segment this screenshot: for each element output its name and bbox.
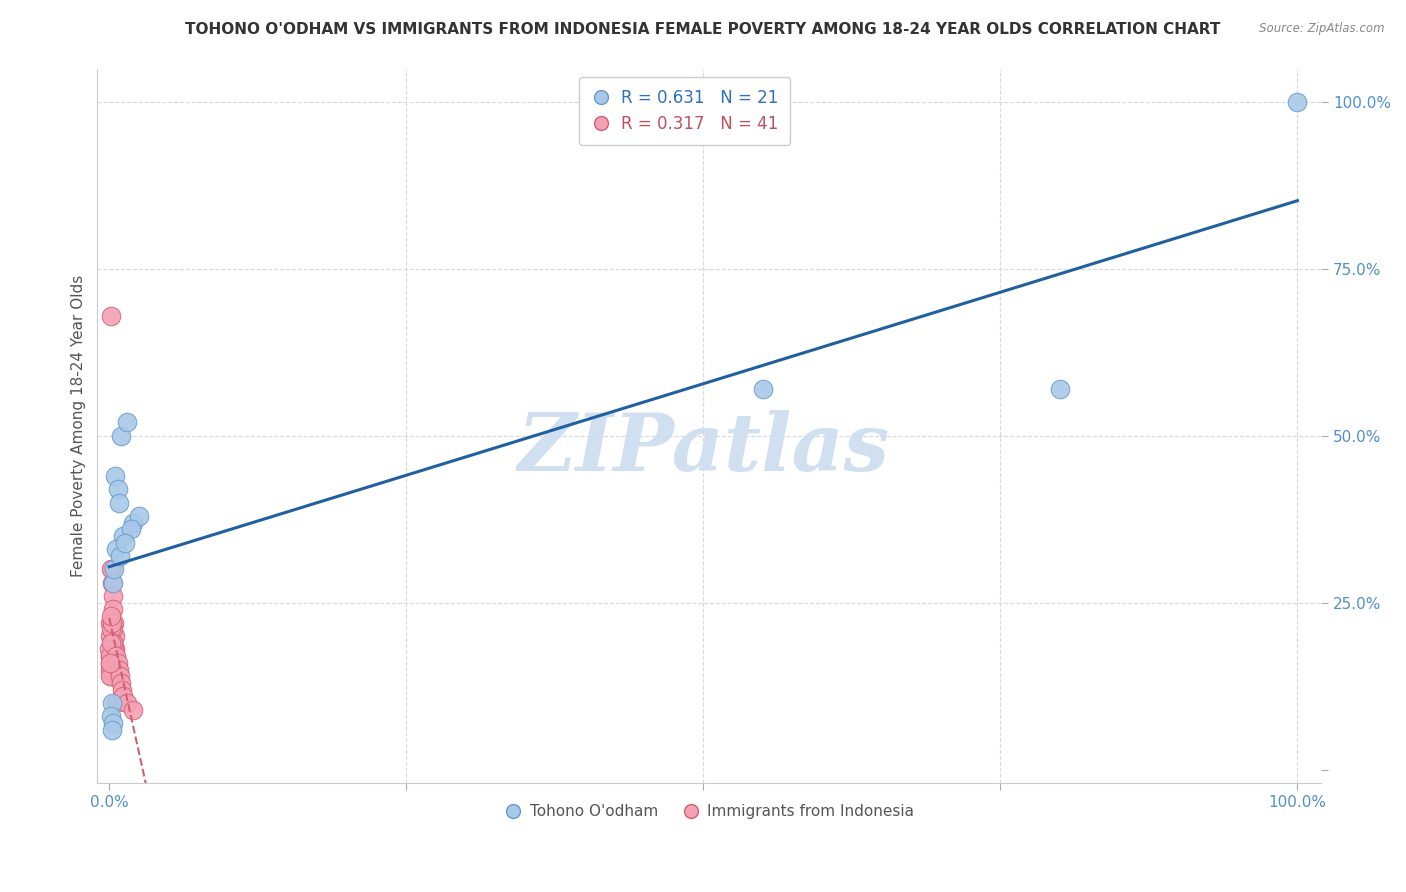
Point: [105, 649, 128, 664]
Point: [751, 382, 773, 396]
Point: [122, 702, 145, 716]
Point: [120, 522, 142, 536]
Point: [112, 690, 135, 704]
Point: [100, 669, 122, 683]
Point: [98, 656, 121, 670]
Point: [103, 602, 125, 616]
Point: [100, 609, 122, 624]
Point: [100, 709, 122, 723]
Point: [100, 562, 122, 576]
Point: [101, 615, 124, 630]
Point: [122, 516, 145, 530]
Point: [100, 615, 122, 630]
Point: [115, 696, 138, 710]
Point: [104, 656, 127, 670]
Legend: Tohono O'odham, Immigrants from Indonesia: Tohono O'odham, Immigrants from Indonesi…: [498, 798, 921, 825]
Point: [114, 535, 136, 549]
Point: [98, 642, 121, 657]
Point: [107, 663, 129, 677]
Point: [101, 723, 124, 737]
Point: [98, 669, 121, 683]
Point: [110, 429, 132, 443]
Point: [108, 669, 131, 683]
Point: [107, 495, 129, 509]
Point: [107, 656, 129, 670]
Point: [107, 482, 129, 496]
Point: [103, 629, 125, 643]
Point: [103, 715, 125, 730]
Point: [98, 649, 121, 664]
Point: [105, 542, 128, 557]
Point: [104, 696, 127, 710]
Point: [100, 663, 122, 677]
Point: [101, 636, 124, 650]
Point: [112, 529, 135, 543]
Point: [103, 615, 125, 630]
Point: [100, 623, 122, 637]
Point: [101, 589, 124, 603]
Point: [98, 649, 121, 664]
Point: [111, 682, 134, 697]
Point: [104, 468, 127, 483]
Point: [100, 636, 122, 650]
Point: [128, 508, 150, 523]
Point: [101, 615, 124, 630]
Point: [1049, 382, 1071, 396]
Point: [104, 642, 127, 657]
Point: [98, 629, 121, 643]
Point: [103, 649, 125, 664]
Point: [101, 636, 124, 650]
Text: ZIPatlas: ZIPatlas: [517, 410, 890, 488]
Point: [98, 656, 121, 670]
Point: [108, 549, 131, 563]
Text: Source: ZipAtlas.com: Source: ZipAtlas.com: [1260, 22, 1385, 36]
Point: [100, 696, 122, 710]
Point: [101, 575, 124, 590]
Point: [98, 663, 121, 677]
Point: [101, 575, 124, 590]
Y-axis label: Female Poverty Among 18-24 Year Olds: Female Poverty Among 18-24 Year Olds: [72, 275, 86, 577]
Point: [101, 623, 124, 637]
Point: [110, 676, 132, 690]
Point: [103, 642, 125, 657]
Point: [1286, 95, 1309, 109]
Point: [115, 416, 138, 430]
Point: [100, 562, 122, 576]
Text: TOHONO O'ODHAM VS IMMIGRANTS FROM INDONESIA FEMALE POVERTY AMONG 18-24 YEAR OLDS: TOHONO O'ODHAM VS IMMIGRANTS FROM INDONE…: [186, 22, 1220, 37]
Point: [103, 562, 125, 576]
Point: [100, 309, 122, 323]
